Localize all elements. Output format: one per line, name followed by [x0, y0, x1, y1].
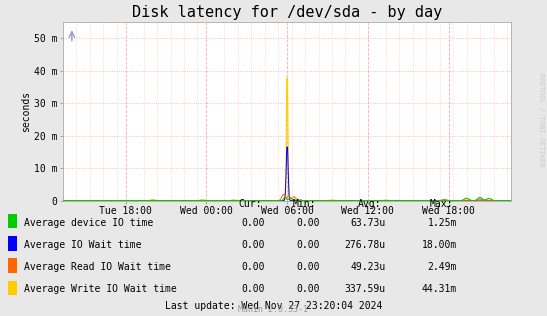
Text: Min:: Min: [293, 199, 316, 209]
Text: Max:: Max: [429, 199, 453, 209]
Text: 0.00: 0.00 [242, 284, 265, 294]
Text: Munin 2.0.33-1: Munin 2.0.33-1 [238, 306, 309, 314]
Text: 0.00: 0.00 [242, 262, 265, 272]
Text: 0.00: 0.00 [296, 284, 320, 294]
Text: 337.59u: 337.59u [345, 284, 386, 294]
Text: Avg:: Avg: [358, 199, 382, 209]
Text: Last update: Wed Nov 27 23:20:04 2024: Last update: Wed Nov 27 23:20:04 2024 [165, 301, 382, 311]
Text: Average Read IO Wait time: Average Read IO Wait time [24, 262, 171, 272]
Text: 2.49m: 2.49m [427, 262, 457, 272]
Text: 63.73u: 63.73u [351, 218, 386, 228]
Text: Average Write IO Wait time: Average Write IO Wait time [24, 284, 176, 294]
Text: 44.31m: 44.31m [422, 284, 457, 294]
Text: 49.23u: 49.23u [351, 262, 386, 272]
Y-axis label: seconds: seconds [21, 91, 31, 132]
Text: 0.00: 0.00 [296, 218, 320, 228]
Text: 276.78u: 276.78u [345, 240, 386, 250]
Title: Disk latency for /dev/sda - by day: Disk latency for /dev/sda - by day [132, 4, 443, 20]
Text: 0.00: 0.00 [242, 240, 265, 250]
Text: 0.00: 0.00 [296, 240, 320, 250]
Text: Average IO Wait time: Average IO Wait time [24, 240, 141, 250]
Text: 0.00: 0.00 [242, 218, 265, 228]
Text: Cur:: Cur: [238, 199, 261, 209]
Text: Average device IO time: Average device IO time [24, 218, 153, 228]
Text: 1.25m: 1.25m [427, 218, 457, 228]
Text: 0.00: 0.00 [296, 262, 320, 272]
Text: 18.00m: 18.00m [422, 240, 457, 250]
Text: RRDTOOL / TOBI OETIKER: RRDTOOL / TOBI OETIKER [538, 73, 544, 167]
